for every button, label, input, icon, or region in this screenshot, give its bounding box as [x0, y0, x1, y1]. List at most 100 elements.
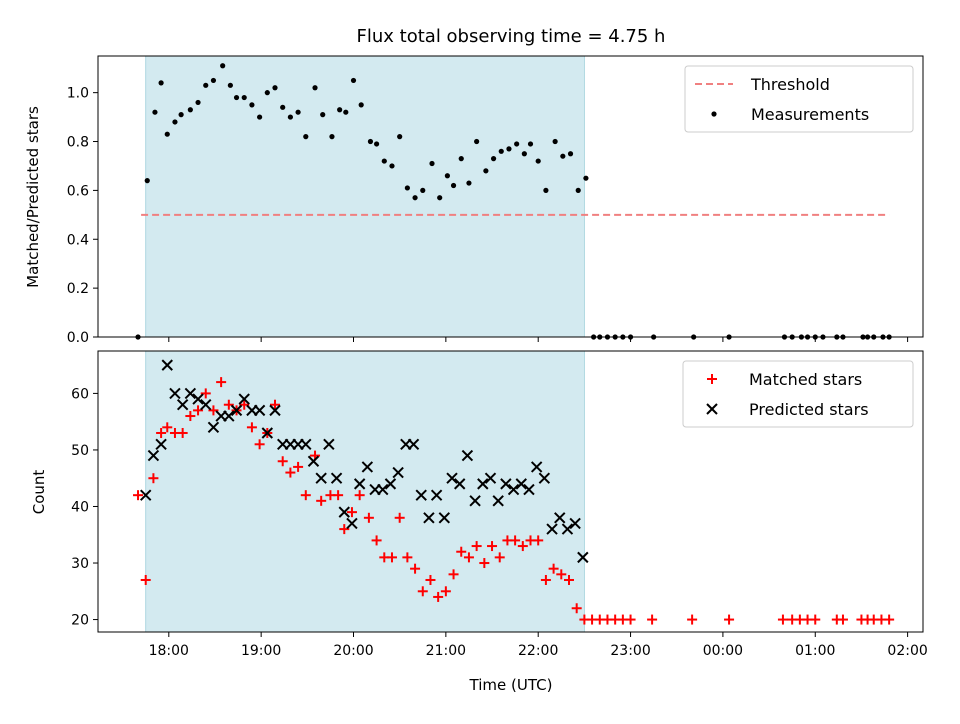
measurement-point: [303, 134, 309, 140]
measurement-point: [367, 138, 374, 145]
matched-stars-point: [285, 467, 296, 478]
matched-stars-point: [479, 558, 490, 569]
predicted-stars-point: [554, 512, 566, 524]
measurement-point: [397, 134, 403, 140]
matched-stars-point: [239, 399, 250, 410]
predicted-stars-point: [430, 489, 443, 501]
measurement-point: [429, 160, 435, 167]
legend-predicted-swatch: [706, 403, 718, 415]
legend-label: Predicted stars: [749, 400, 869, 419]
measurement-point: [172, 119, 178, 125]
marker-stroke: [315, 472, 327, 484]
marker-stroke: [253, 404, 266, 417]
top-chart-title: Flux total observing time = 4.75 h: [357, 26, 666, 47]
matched-stars-point: [156, 427, 167, 438]
predicted-stars-point: [477, 478, 489, 490]
measurement-point: [543, 187, 549, 193]
matched-stars-point: [533, 535, 544, 546]
matched-stars-point: [425, 574, 436, 585]
measurement-point: [158, 80, 164, 86]
predicted-stars-point: [269, 404, 281, 417]
marker-stroke: [507, 483, 520, 496]
measurement-point: [178, 112, 184, 118]
marker-stroke: [261, 427, 274, 439]
predicted-stars-point: [176, 399, 189, 411]
marker-stroke: [377, 483, 389, 496]
marker-stroke: [269, 404, 281, 417]
matched-stars-point: [402, 552, 413, 563]
marker-stroke: [223, 410, 235, 422]
marker-stroke: [453, 478, 466, 490]
measurement-point: [195, 99, 201, 106]
marker-stroke: [323, 438, 335, 450]
marker-stroke: [500, 478, 512, 490]
predicted-stars-point: [569, 517, 581, 530]
marker-stroke: [155, 438, 167, 450]
matched-stars-point: [316, 495, 327, 506]
measurement-point: [381, 158, 387, 164]
legend-measurements-swatch: [711, 111, 717, 117]
marker-stroke: [415, 489, 427, 501]
predicted-stars-point: [200, 399, 212, 411]
predicted-stars-point: [315, 472, 327, 484]
matched-stars-point: [177, 427, 188, 438]
measurement-point: [241, 94, 247, 101]
measurement-point: [295, 109, 301, 115]
predicted-stars-point: [484, 472, 497, 484]
y-tick-label: 30: [71, 556, 89, 572]
legend-box: [684, 65, 914, 133]
predicted-stars-point: [507, 483, 520, 496]
predicted-stars-point: [140, 489, 152, 501]
predicted-stars-point: [338, 506, 350, 518]
x-tick-label: 01:00: [795, 643, 835, 659]
measurement-point: [420, 187, 426, 193]
y-tick-label: 0.8: [67, 135, 89, 151]
measurement-point: [373, 141, 380, 147]
legend-label: Matched stars: [749, 370, 862, 389]
matched-stars-point: [363, 512, 374, 523]
matched-stars-point: [687, 614, 698, 625]
matched-stars-point: [540, 574, 551, 585]
measurement-point: [490, 156, 497, 162]
measurement-point: [552, 138, 558, 145]
marker-stroke: [300, 438, 312, 450]
predicted-stars-point: [230, 404, 243, 417]
matched-stars-point: [200, 388, 211, 399]
x-tick-label: 00:00: [703, 643, 743, 659]
matched-stars-point: [140, 574, 151, 585]
predicted-stars-point: [361, 461, 374, 473]
x-tick-label: 22:00: [518, 643, 558, 659]
matched-stars-point: [216, 377, 227, 388]
matched-stars-point: [410, 563, 421, 574]
measurement-point: [320, 112, 326, 118]
matched-stars-point: [837, 614, 848, 625]
measurement-point: [437, 195, 443, 201]
matched-stars-point: [810, 614, 821, 625]
predicted-stars-point: [461, 449, 474, 462]
matched-stars-point: [724, 614, 735, 625]
predicted-stars-point: [423, 512, 435, 524]
marker-stroke: [530, 461, 543, 473]
marker-stroke: [230, 404, 243, 417]
marker-stroke: [569, 517, 581, 530]
x-tick-label: 18:00: [149, 643, 189, 659]
matched-stars-point: [647, 614, 658, 625]
measurement-point: [337, 107, 343, 113]
marker-stroke: [469, 495, 481, 507]
matched-stars-point: [371, 535, 382, 546]
observing-interval-shade: [145, 55, 585, 338]
measurement-point: [527, 141, 534, 147]
matched-stars-point: [448, 569, 459, 580]
marker-stroke: [484, 472, 497, 484]
measurement-point: [220, 63, 226, 69]
measurement-point: [144, 178, 150, 184]
matched-stars-point: [548, 563, 559, 574]
measurement-point: [474, 138, 480, 145]
predicted-stars-point: [446, 472, 458, 484]
predicted-stars-point: [253, 404, 266, 417]
matched-stars-point: [300, 490, 311, 501]
matched-stars-point: [556, 569, 567, 580]
measurement-point: [264, 90, 270, 96]
matched-stars-point: [339, 524, 350, 535]
y-tick-label: 1.0: [67, 86, 89, 102]
